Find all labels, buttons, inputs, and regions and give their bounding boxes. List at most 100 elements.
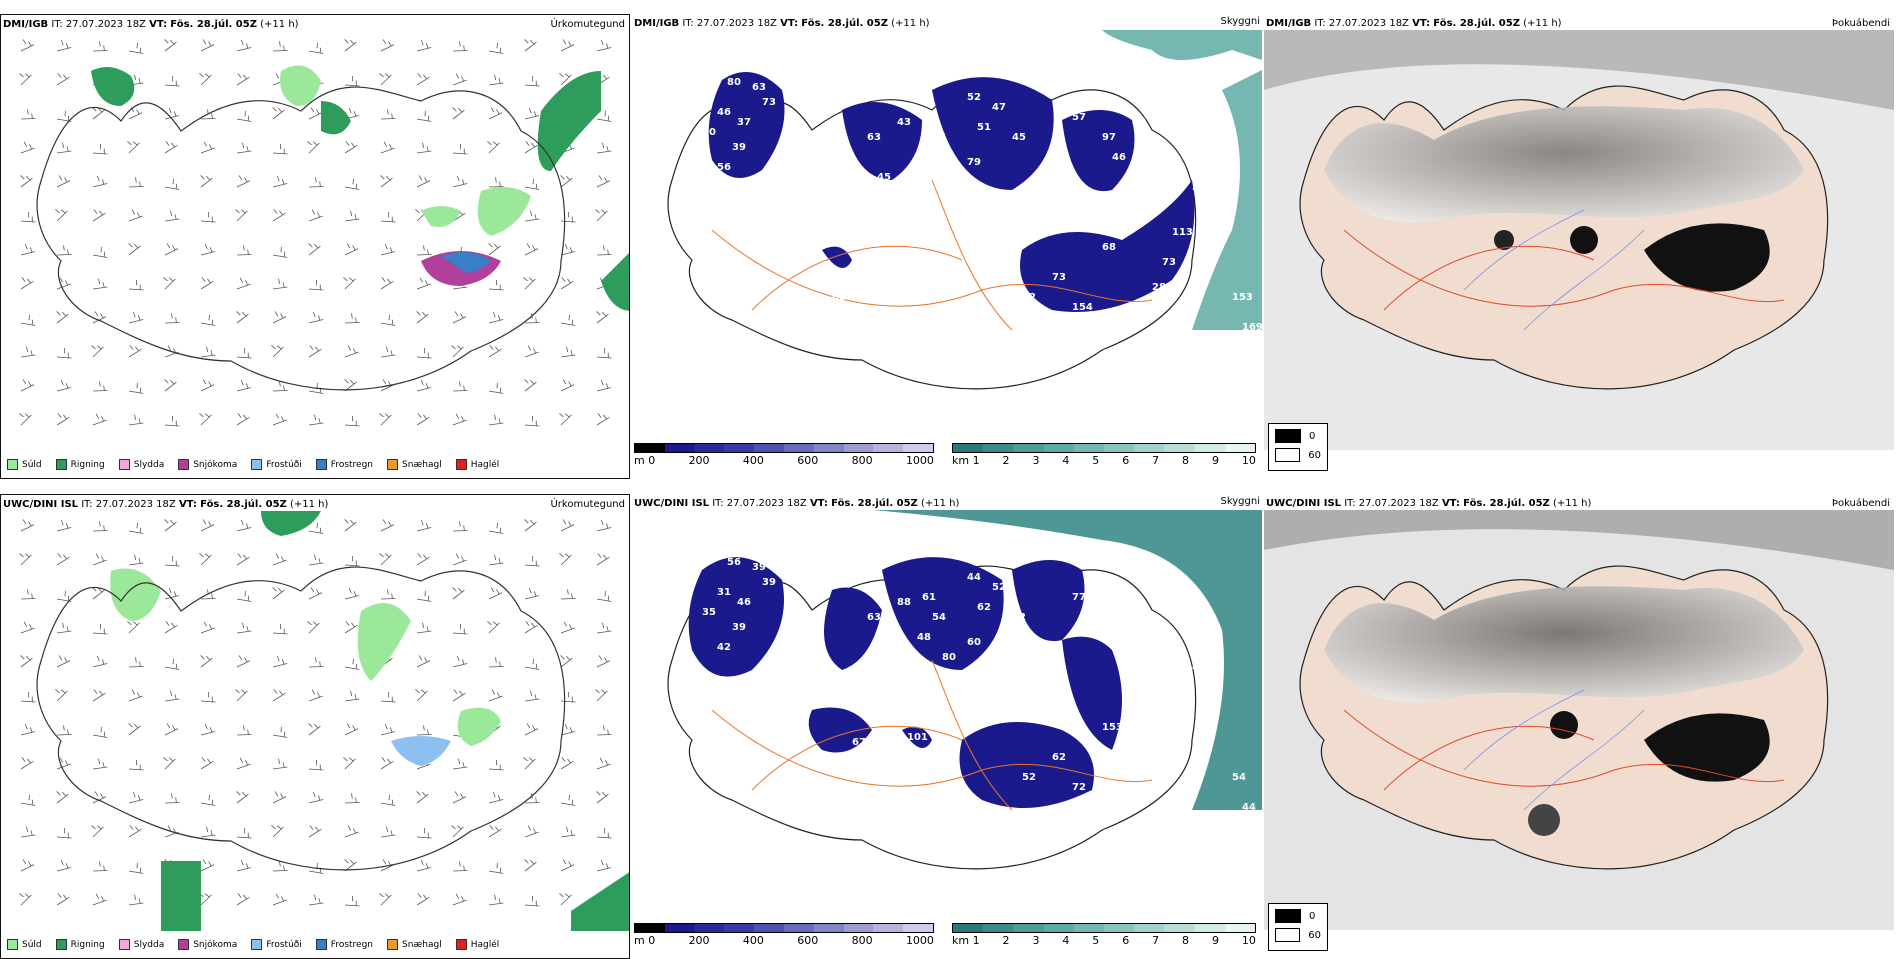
wind-barb: [20, 141, 35, 154]
legend-swatch: [55, 939, 67, 950]
wind-barb: [272, 209, 286, 222]
wind-barb: [164, 690, 180, 702]
wind-barb: [92, 656, 108, 668]
fog-legend: 0 60: [1268, 903, 1328, 951]
wind-barb: [56, 413, 70, 426]
cloud-base-label: 61: [1132, 597, 1146, 608]
wind-barb: [200, 724, 216, 736]
wind-barb: [595, 689, 608, 702]
colorbar-swatch: [1224, 444, 1256, 452]
wind-barb: [380, 175, 393, 188]
wind-barb: [20, 346, 36, 358]
wind-barb: [560, 589, 576, 600]
wind-barb: [20, 757, 34, 770]
cloud-base-label: 101: [907, 732, 928, 743]
wind-barb: [524, 859, 537, 872]
wind-barb: [416, 413, 430, 426]
wind-barb: [199, 413, 212, 426]
wind-barb: [308, 177, 324, 188]
cloud-base-label: 39: [732, 142, 746, 153]
cloud-base-label: 44: [967, 572, 981, 583]
cloud-base-label: 153: [1232, 292, 1253, 303]
wind-barb: [20, 314, 36, 326]
cloud-base-label: 80: [727, 77, 741, 88]
wind-barb: [452, 311, 467, 324]
wind-barb: [380, 379, 395, 392]
panel-title: Úrkomutegund: [550, 499, 625, 510]
wind-barb: [164, 210, 180, 222]
wind-barb: [164, 723, 179, 736]
panel-title: Þokuábendi: [1831, 18, 1890, 29]
fog-legend-swatch: [1275, 909, 1301, 923]
wind-barb: [92, 861, 108, 872]
legend-swatch: [455, 459, 467, 470]
fog-map: [1264, 30, 1894, 450]
wind-barb: [55, 689, 68, 702]
cloud-base-label: 43: [1142, 172, 1156, 183]
wind-barb: [380, 314, 396, 326]
colorbar-tick: 10: [1241, 454, 1256, 467]
colorbar-tick: 1000: [905, 934, 934, 947]
colorbar-tick: 3: [1032, 454, 1040, 467]
colorbar-unit: m 0: [634, 454, 656, 467]
wind-barb: [523, 757, 536, 770]
cloud-base-label: 137: [1172, 707, 1193, 718]
wind-barb: [488, 107, 503, 120]
colorbar-swatch: [1043, 924, 1074, 932]
wind-barb: [452, 521, 468, 532]
wind-barb: [416, 860, 432, 872]
wind-barb: [20, 212, 36, 223]
cloud-base-label: 31: [717, 587, 731, 598]
colorbar-swatch: [983, 444, 1014, 452]
wind-barb: [128, 243, 141, 256]
precip-legend: Súld Rigning Slydda Snjókoma Frostúði Fr…: [7, 459, 499, 470]
wind-barb: [488, 382, 504, 394]
wind-barb: [524, 896, 540, 907]
wind-barb: [128, 657, 144, 668]
panel-header: UWC/DINI ISL IT: 27.07.2023 18Z VT: Fös.…: [634, 498, 960, 509]
wind-barb: [164, 39, 177, 52]
wind-barb: [524, 588, 540, 600]
colorbar-tick: 7: [1152, 454, 1160, 467]
wind-barb: [344, 39, 357, 52]
wind-barb: [236, 893, 250, 906]
wind-barb: [56, 725, 72, 736]
wind-barb: [380, 859, 395, 872]
cloud-base-label: 110: [892, 312, 913, 323]
colorbar-swatch: [843, 444, 874, 452]
wind-barb: [236, 277, 251, 290]
cloud-base-label: 52: [992, 582, 1006, 593]
cloud-base-label: 153: [1102, 722, 1123, 733]
cloud-base-label: 58: [782, 642, 796, 653]
wind-barb: [595, 209, 608, 222]
wind-barb: [488, 177, 504, 188]
wind-barb: [560, 794, 576, 806]
colorbar-swatch: [1194, 444, 1225, 452]
colorbar-tick: 2: [1002, 454, 1010, 467]
wind-barb: [164, 658, 180, 670]
wind-barb: [128, 345, 142, 358]
legend-swatch: [455, 939, 467, 950]
wind-barb: [524, 658, 540, 670]
cloud-base-label: 42: [1012, 612, 1026, 623]
cloud-base-label: 154: [1072, 302, 1093, 313]
wind-barb: [416, 553, 430, 566]
wind-barb: [560, 277, 574, 290]
wind-barb: [344, 723, 359, 736]
wind-barb: [524, 556, 540, 567]
wind-barb: [56, 860, 72, 872]
cloud-base-label: 57: [1142, 652, 1156, 663]
wind-barb: [236, 110, 252, 122]
cloud-base-label: 73: [762, 97, 776, 108]
colorbar-km-ticks: km 1 2 3 4 5 6 7 8 9 10: [952, 934, 1256, 947]
cloud-base-label: 45: [752, 667, 766, 678]
cloud-base-label: 60: [967, 637, 981, 648]
cloud-base-label: 46: [737, 597, 751, 608]
wind-barb: [308, 825, 322, 838]
wind-barb: [128, 760, 144, 771]
wind-barb: [488, 312, 504, 324]
cloud-colorbar-m: m 0 200 400 600 800 1000: [634, 443, 934, 469]
wind-barb: [451, 345, 464, 358]
colorbar-swatch: [783, 444, 814, 452]
